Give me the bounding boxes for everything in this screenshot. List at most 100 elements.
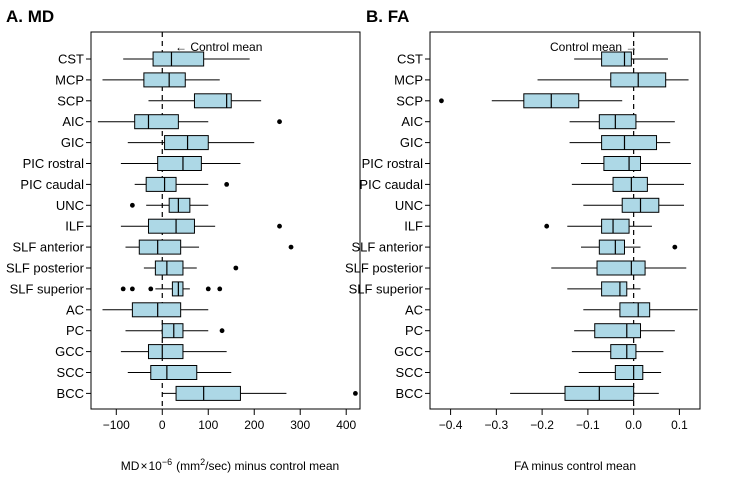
box-slf-anterior xyxy=(599,240,624,254)
chart-canvas: A. MD ← Control mean CSTMCPSCPAICGICPIC … xyxy=(0,0,729,491)
category-label-gcc: GCC xyxy=(394,344,423,359)
box-scc xyxy=(615,366,642,380)
category-label-unc: UNC xyxy=(56,198,84,213)
box-cst xyxy=(602,52,632,66)
x-tick-label: 300 xyxy=(290,418,310,432)
panel-md-title: A. MD xyxy=(6,7,54,26)
box-scp xyxy=(194,94,231,108)
panel-fa-boxes xyxy=(439,32,698,409)
box-gic xyxy=(165,136,209,150)
outlier-point xyxy=(277,224,282,229)
panel-fa-title: B. FA xyxy=(366,7,409,26)
box-slf-posterior xyxy=(155,261,183,275)
x-tick-label: 400 xyxy=(336,418,356,432)
outlier-point xyxy=(121,287,126,292)
box-gcc xyxy=(148,345,182,359)
category-label-ilf: ILF xyxy=(65,219,84,234)
panel-fa-x-axis: −0.4−0.3−0.2−0.10.00.1 xyxy=(439,409,688,432)
category-label-pc: PC xyxy=(66,323,84,338)
box-pc xyxy=(162,324,183,338)
outlier-point xyxy=(277,119,282,124)
x-tick-label: 100 xyxy=(198,418,218,432)
category-label-scc: SCC xyxy=(396,365,423,380)
category-label-unc: UNC xyxy=(395,198,423,213)
category-label-gic: GIC xyxy=(61,135,84,150)
outlier-point xyxy=(544,224,549,229)
box-pic-caudal xyxy=(613,177,647,191)
category-label-pic-caudal: PIC caudal xyxy=(359,177,423,192)
category-label-ac: AC xyxy=(405,302,423,317)
category-label-scc: SCC xyxy=(57,365,84,380)
x-tick-label: 0 xyxy=(159,418,166,432)
x-tick-label: −0.3 xyxy=(485,418,509,432)
category-label-gic: GIC xyxy=(400,135,423,150)
category-label-slf-anterior: SLF anterior xyxy=(12,240,84,255)
category-label-scp: SCP xyxy=(396,93,423,108)
box-ilf xyxy=(148,219,194,233)
category-label-ac: AC xyxy=(66,302,84,317)
category-label-bcc: BCC xyxy=(57,386,84,401)
category-label-cst: CST xyxy=(58,52,84,67)
outlier-point xyxy=(217,287,222,292)
box-slf-anterior xyxy=(139,240,180,254)
outlier-point xyxy=(220,328,225,333)
panel-md-plot-frame xyxy=(91,32,360,409)
box-pic-rostral xyxy=(158,157,202,171)
box-slf-superior xyxy=(172,282,183,296)
panel-fa-plot-frame xyxy=(430,32,700,409)
outlier-point xyxy=(130,203,135,208)
x-tick-label: 0.0 xyxy=(625,418,642,432)
outlier-point xyxy=(224,182,229,187)
x-tick-label: −100 xyxy=(103,418,130,432)
box-gic xyxy=(602,136,657,150)
x-tick-label: 0.1 xyxy=(671,418,688,432)
category-label-slf-superior: SLF superior xyxy=(10,281,85,296)
category-label-pic-rostral: PIC rostral xyxy=(23,156,85,171)
box-pic-rostral xyxy=(604,157,641,171)
box-unc xyxy=(169,198,190,212)
category-label-mcp: MCP xyxy=(394,72,423,87)
box-scc xyxy=(151,366,197,380)
category-label-slf-anterior: SLF anterior xyxy=(351,240,423,255)
box-ac xyxy=(132,303,180,317)
box-ilf xyxy=(602,219,629,233)
category-label-cst: CST xyxy=(397,52,423,67)
outlier-point xyxy=(206,287,211,292)
x-tick-label: −0.1 xyxy=(576,418,600,432)
category-label-bcc: BCC xyxy=(396,386,423,401)
outlier-point xyxy=(148,287,153,292)
outlier-point xyxy=(130,287,135,292)
category-label-aic: AIC xyxy=(401,114,423,129)
category-label-mcp: MCP xyxy=(55,72,84,87)
panel-md-category-labels: CSTMCPSCPAICGICPIC rostralPIC caudalUNCI… xyxy=(6,52,91,401)
box-bcc xyxy=(176,386,240,400)
panel-md-x-axis-label: MD×10−6(mm2/sec) minus control mean xyxy=(121,457,339,473)
category-label-gcc: GCC xyxy=(55,344,84,359)
category-label-slf-posterior: SLF posterior xyxy=(6,261,85,276)
category-label-slf-superior: SLF superior xyxy=(349,281,424,296)
x-tick-label: 200 xyxy=(244,418,264,432)
box-aic xyxy=(135,115,179,129)
panel-md-boxes xyxy=(98,32,358,409)
panel-fa: B. FA Control mean → CSTMCPSCPAICGICPIC … xyxy=(345,7,700,473)
box-mcp xyxy=(144,73,185,87)
outlier-point xyxy=(233,266,238,271)
panel-md: A. MD ← Control mean CSTMCPSCPAICGICPIC … xyxy=(6,7,360,473)
category-label-pic-caudal: PIC caudal xyxy=(20,177,84,192)
panel-fa-category-labels: CST MCP SCP AIC GIC PIC rostral PIC caudal UNC I… xyxy=(345,52,430,401)
box-pc xyxy=(595,324,641,338)
box-slf-posterior xyxy=(597,261,645,275)
panel-fa-x-axis-label: FA minus control mean xyxy=(514,459,636,473)
panel-md-x-axis: −100 0 100 200 300 400 xyxy=(103,409,357,432)
outlier-point xyxy=(353,391,358,396)
x-tick-label: −0.4 xyxy=(439,418,463,432)
box-slf-superior xyxy=(602,282,627,296)
box-aic xyxy=(599,115,636,129)
category-label-ilf: ILF xyxy=(404,219,423,234)
category-label-pic-rostral: PIC rostral xyxy=(362,156,424,171)
box-ac xyxy=(620,303,650,317)
outlier-point xyxy=(289,245,294,250)
outlier-point xyxy=(672,245,677,250)
category-label-slf-posterior: SLF posterior xyxy=(345,261,424,276)
box-gcc xyxy=(611,345,636,359)
